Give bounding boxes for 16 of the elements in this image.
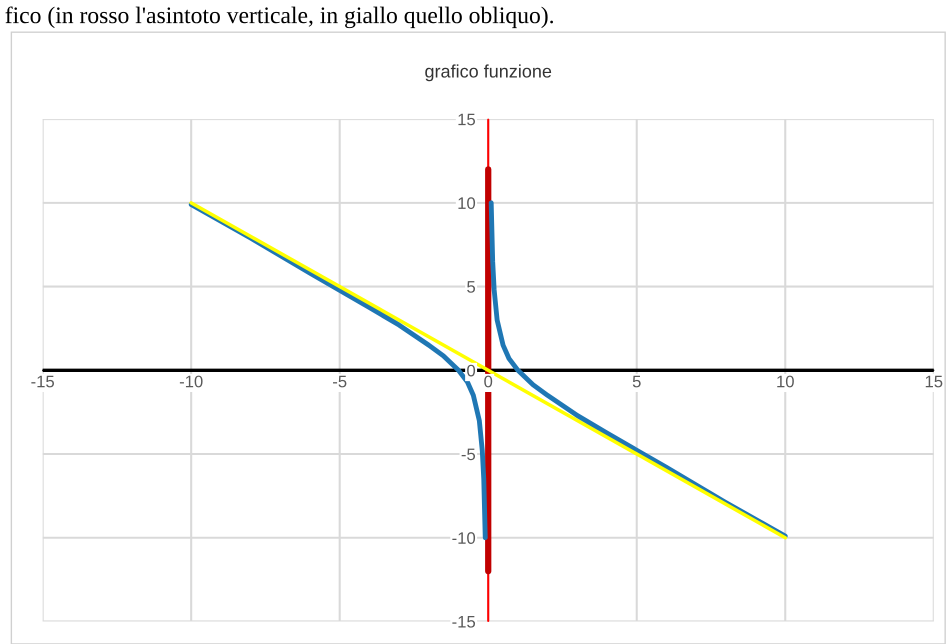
x-tick-label: -5 (333, 376, 346, 388)
text: fico (in rosso l'asintoto verticale, in giallo quello obliquo). (5, 6, 554, 28)
x-tick-label: 10 (777, 376, 794, 388)
y-tick-label: -10 (452, 532, 476, 544)
x-tick-label: 5 (632, 376, 641, 388)
y-tick-label: 5 (467, 281, 476, 293)
x-tick-label: 0 (484, 376, 492, 388)
chart-title: grafico funzione (425, 64, 552, 82)
y-tick-label: 0 (467, 364, 476, 377)
x-tick-label: -10 (180, 376, 203, 388)
y-tick-label: -15 (452, 616, 476, 628)
y-tick-label: -5 (462, 448, 476, 460)
x-tick-label: -15 (31, 376, 54, 388)
y-tick-label: 10 (458, 197, 476, 210)
y-tick-label: 15 (458, 114, 476, 126)
x-tick-label: 15 (926, 376, 942, 388)
